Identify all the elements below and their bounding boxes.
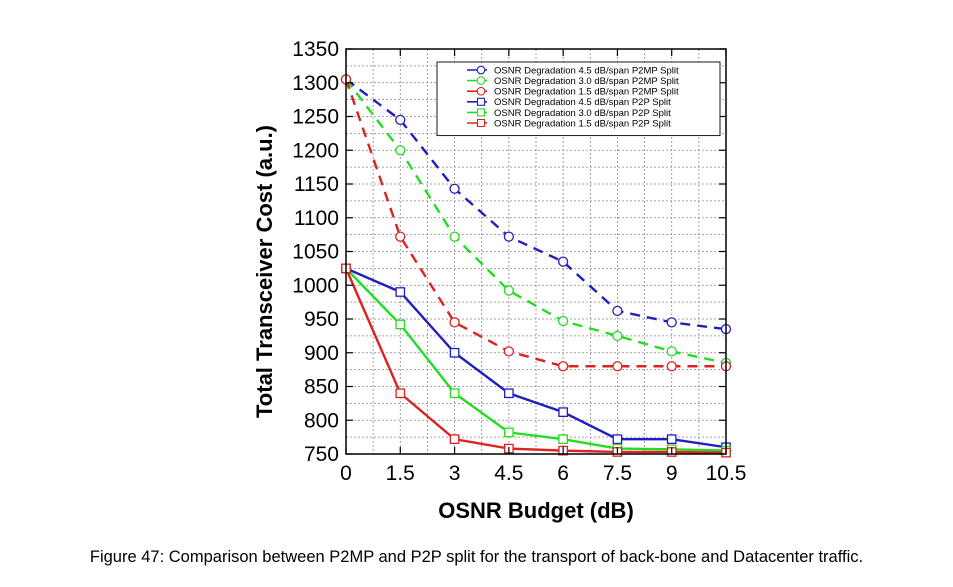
data-point [666,361,677,372]
y-tick-label: 1350 [292,38,339,61]
legend-marker [476,65,486,75]
data-point [503,346,515,357]
y-tick-label: 1050 [292,241,339,264]
y-tick-label: 1200 [292,139,339,162]
x-tick-label: 9 [666,462,678,485]
legend-marker [476,97,486,106]
x-tick-label: 0 [340,462,352,485]
legend-item: OSNR Degradation 1.5 dB/span P2MP Split [467,87,679,98]
series-line [345,267,727,449]
data-point [504,388,514,399]
data-point [557,361,569,372]
series-line [345,267,727,452]
x-tick-label: 7.5 [603,462,632,485]
series-line [344,267,727,454]
series-line [345,78,727,331]
data-point [612,434,623,445]
y-tick-label: 900 [304,342,339,365]
data-point [666,434,677,445]
series-line [344,78,726,368]
y-tick-label: 850 [304,376,339,399]
data-point [666,346,677,357]
data-point [558,407,568,418]
data-point [503,231,515,242]
data-point [557,315,569,327]
ticks: 0 1.5 3 4.5 6 7.5 9 10.5 750 800 850 900 950 1000 1050… [292,38,746,485]
data-point [558,434,568,445]
data-point [449,231,460,242]
x-tick-label: 4.5 [494,462,523,485]
y-tick-label: 1300 [292,72,339,95]
legend-label: OSNR Degradation 1.5 dB/span P2P Split [494,118,671,129]
data-point [395,388,406,399]
data-point [612,305,623,317]
legend-label: OSNR Degradation 3.0 dB/span P2MP Split [494,76,679,87]
legend-label: OSNR Degradation 4.5 dB/span P2MP Split [494,65,679,76]
legend-marker [476,86,486,96]
legend-label: OSNR Degradation 4.5 dB/span P2P Split [494,97,671,108]
y-tick-label: 950 [304,308,339,331]
legend-item: OSNR Degradation 3.0 dB/span P2MP Split [467,76,679,87]
y-tick-label: 1150 [294,173,339,196]
x-tick-label: 10.5 [706,462,747,485]
x-tick-label: 6 [557,462,569,485]
y-tick-label: 750 [304,443,339,466]
legend: OSNR Degradation 4.5 dB/span P2MP SplitO… [436,61,721,137]
legend-item: OSNR Degradation 4.5 dB/span P2P Split [467,97,671,108]
data-point [395,319,406,330]
data-point [612,330,623,342]
data-point [449,317,460,328]
figure-caption: Figure 47: Comparison between P2MP and P… [89,548,864,566]
data-point [395,287,406,297]
data-point [503,285,515,296]
legend-label: OSNR Degradation 1.5 dB/span P2MP Split [494,87,679,98]
legend-marker [476,108,486,117]
x-tick-label: 3 [449,462,461,485]
data-point [449,388,460,399]
data-point [395,114,406,126]
data-point [666,317,677,328]
data-point [449,183,460,194]
y-tick-label: 1000 [292,274,339,297]
x-axis-title: OSNR Budget (dB) [438,498,634,523]
data-point [504,427,514,438]
legend-item: OSNR Degradation 3.0 dB/span P2P Split [467,108,671,119]
series-line [345,78,727,365]
legend-item: OSNR Degradation 1.5 dB/span P2P Split [467,118,671,129]
data-point [449,347,460,358]
data-point [395,145,406,156]
data-point [612,361,623,372]
legend-marker [476,118,486,128]
y-tick-label: 1100 [294,207,339,230]
data-point [557,256,569,267]
x-tick-label: 1.5 [386,462,415,485]
data-point [449,434,460,445]
legend-item: OSNR Degradation 4.5 dB/span P2MP Split [467,65,679,76]
chart: 0 1.5 3 4.5 6 7.5 9 10.5 750 800 850 900 950 1000 1050… [252,38,746,523]
legend-label: OSNR Degradation 3.0 dB/span P2P Split [494,108,671,119]
y-tick-label: 800 [304,409,339,432]
legend-marker [476,76,486,85]
y-tick-label: 1250 [292,106,339,129]
series-3 [340,74,732,372]
y-axis-title: Total Transceiver Cost (a.u.) [252,125,277,418]
data-point [395,231,406,242]
